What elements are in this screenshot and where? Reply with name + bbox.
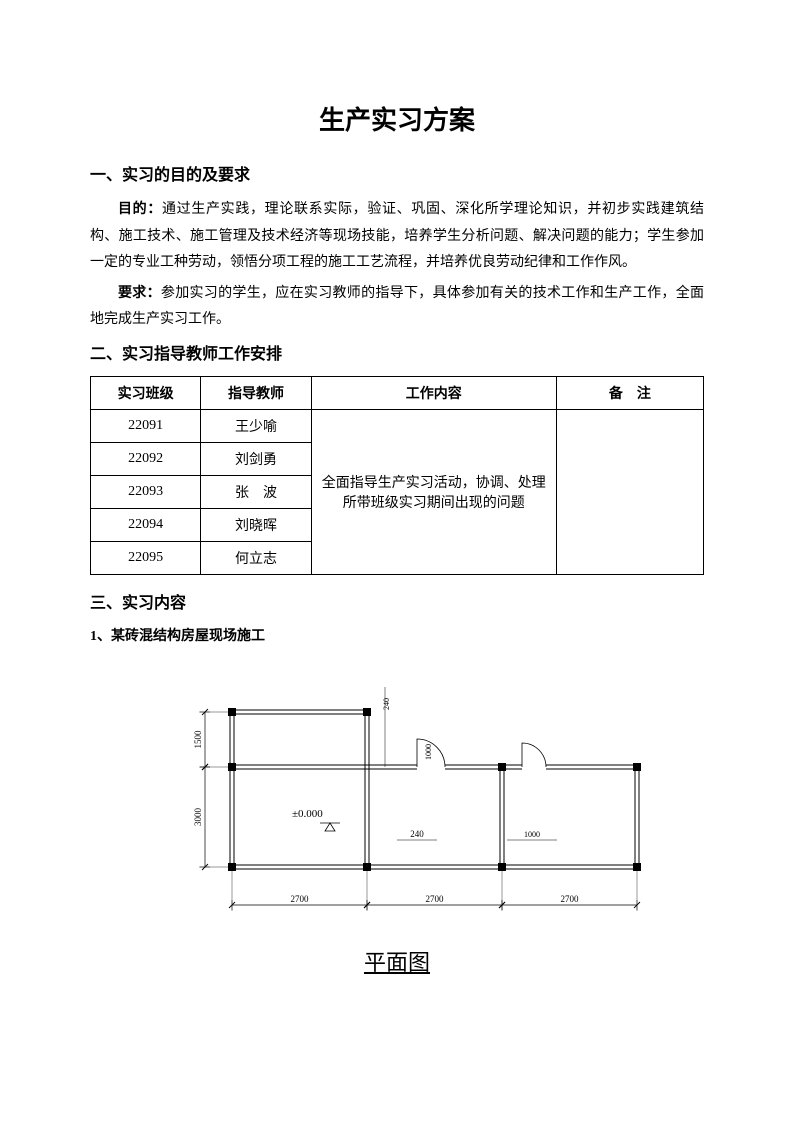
- page-title: 生产实习方案: [90, 100, 704, 137]
- cell-teacher: 刘晓晖: [201, 508, 311, 541]
- section3-heading: 三、实习内容: [90, 589, 704, 613]
- purpose-para: 目的：通过生产实践，理论联系实际，验证、巩固、深化所学理论知识，并初步实践建筑结…: [90, 197, 704, 277]
- svg-text:1000: 1000: [524, 830, 540, 839]
- cell-class: 22095: [91, 541, 201, 574]
- cell-class: 22092: [91, 442, 201, 475]
- floor-plan-diagram: ±0.000 2700 2700 2700 1500 3000 240 1000 240 1000: [90, 657, 704, 927]
- svg-text:1500: 1500: [193, 730, 203, 749]
- col-notes: 备 注: [556, 376, 703, 409]
- svg-text:2700: 2700: [291, 894, 310, 904]
- requirement-para: 要求：参加实习的学生，应在实习教师的指导下，具体参加有关的技术工作和生产工作，全…: [90, 281, 704, 334]
- section1-heading: 一、实习的目的及要求: [90, 161, 704, 185]
- col-work: 工作内容: [311, 376, 556, 409]
- svg-text:±0.000: ±0.000: [292, 808, 323, 820]
- col-class: 实习班级: [91, 376, 201, 409]
- cell-teacher: 刘剑勇: [201, 442, 311, 475]
- table-header-row: 实习班级 指导教师 工作内容 备 注: [91, 376, 704, 409]
- diagram-caption: 平面图: [90, 945, 704, 977]
- purpose-text: 通过生产实践，理论联系实际，验证、巩固、深化所学理论知识，并初步实践建筑结构、施…: [90, 202, 704, 270]
- section2-heading: 二、实习指导教师工作安排: [90, 340, 704, 364]
- requirement-label: 要求：: [118, 286, 161, 301]
- subsection-heading: 1、某砖混结构房屋现场施工: [90, 625, 704, 645]
- svg-text:240: 240: [410, 829, 424, 839]
- cell-work-content: 全面指导生产实习活动，协调、处理所带班级实习期间出现的问题: [311, 409, 556, 574]
- purpose-label: 目的：: [118, 202, 162, 217]
- cell-class: 22094: [91, 508, 201, 541]
- col-teacher: 指导教师: [201, 376, 311, 409]
- teacher-table: 实习班级 指导教师 工作内容 备 注 22091 王少喻 全面指导生产实习活动，…: [90, 376, 704, 575]
- cell-teacher: 王少喻: [201, 409, 311, 442]
- svg-text:1000: 1000: [424, 744, 433, 760]
- table-row: 22091 王少喻 全面指导生产实习活动，协调、处理所带班级实习期间出现的问题: [91, 409, 704, 442]
- svg-text:2700: 2700: [561, 894, 580, 904]
- svg-text:3000: 3000: [193, 807, 203, 826]
- svg-text:2700: 2700: [426, 894, 445, 904]
- cell-notes: [556, 409, 703, 574]
- svg-text:240: 240: [382, 698, 391, 710]
- cell-class: 22091: [91, 409, 201, 442]
- requirement-text: 参加实习的学生，应在实习教师的指导下，具体参加有关的技术工作和生产工作，全面地完…: [90, 286, 704, 328]
- cell-teacher: 张 波: [201, 475, 311, 508]
- cell-teacher: 何立志: [201, 541, 311, 574]
- cell-class: 22093: [91, 475, 201, 508]
